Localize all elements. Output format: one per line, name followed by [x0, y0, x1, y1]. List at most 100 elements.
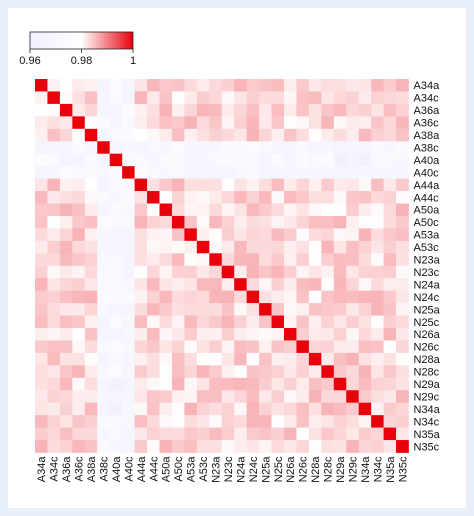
heatmap-cell-N24a-N24a — [234, 278, 247, 291]
heatmap-cell-N26a-N25c — [271, 328, 285, 341]
heatmap-cell-A38a-A40a — [109, 128, 123, 142]
heatmap-cell-A38a-A53c — [196, 128, 210, 142]
heatmap-cell-A36a-N23c — [221, 103, 235, 117]
heatmap-cell-N23c-A53c — [196, 265, 210, 279]
heatmap-cell-N26c-N34a — [358, 340, 372, 354]
heatmap-cell-N23a-N26c — [296, 253, 310, 267]
heatmap-cell-N24c-A40a — [109, 290, 123, 304]
heatmap-cell-N28c-A40a — [109, 365, 123, 379]
heatmap-cell-A44c-A38a — [84, 191, 98, 204]
heatmap-cell-A44a-A53c — [196, 178, 210, 192]
heatmap-cell-N28a-A44a — [134, 352, 148, 366]
heatmap-cell-A50a-N25a — [259, 203, 272, 217]
heatmap-cell-N26c-N29c — [346, 340, 360, 354]
heatmap-cell-A50a-N28c — [321, 203, 335, 217]
heatmap-cell-N34c-N24c — [246, 415, 260, 428]
heatmap-cell-A53a-A36c — [72, 228, 86, 242]
heatmap-cell-A50a-N29a — [333, 203, 347, 217]
heatmap-cell-A50a-N24a — [234, 203, 247, 217]
heatmap-cell-N35a-A44a — [134, 427, 148, 441]
heatmap-cell-A36a-N29c — [346, 103, 360, 117]
heatmap-cell-N35c-N28a — [308, 440, 322, 453]
heatmap-cell-N25c-N24c — [246, 315, 260, 329]
heatmap-cell-N34a-N35a — [383, 402, 397, 416]
heatmap-cell-A44a-A40a — [109, 178, 123, 192]
heatmap-cell-A40a-A53a — [184, 153, 198, 167]
heatmap-cell-A38c-A34c — [47, 141, 61, 155]
heatmap-cell-N35c-N29c — [346, 440, 360, 453]
heatmap-cell-N24c-A50a — [159, 290, 173, 304]
heatmap-cell-A50a-N26c — [296, 203, 310, 217]
heatmap-cell-N29c-N26c — [296, 390, 310, 404]
heatmap-cell-A34a-A50a — [159, 79, 173, 92]
heatmap-cell-N23c-N35a — [383, 265, 397, 279]
heatmap-cell-A50a-A38c — [97, 203, 111, 217]
heatmap-cell-A53c-N24c — [246, 240, 260, 254]
heatmap-cell-N35c-A53a — [184, 440, 198, 453]
heatmap-cell-N35c-A36c — [72, 440, 86, 453]
heatmap-cell-A34a-N35a — [383, 79, 397, 92]
heatmap-cell-N23a-A53c — [196, 253, 210, 267]
heatmap-cell-N24c-A38a — [84, 290, 98, 304]
row-label-N34a: N34a — [414, 404, 441, 416]
heatmap-cell-N23c-N29a — [333, 265, 347, 279]
heatmap-cell-A53a-A34a — [35, 228, 48, 242]
heatmap-cell-N35a-A50a — [159, 427, 173, 441]
heatmap-cell-A36c-A50c — [171, 116, 185, 130]
heatmap-cell-A44c-N23c — [221, 191, 235, 204]
heatmap-cell-N26c-A40a — [109, 340, 123, 354]
column-label-N34c: N34c — [372, 456, 384, 482]
heatmap-cell-N28c-N26a — [284, 365, 297, 379]
heatmap-cell-N28a-A38a — [84, 352, 98, 366]
heatmap-cell-A36c-A36a — [59, 116, 73, 130]
heatmap-cell-A40a-A40c — [122, 153, 135, 167]
heatmap-cell-A34c-A50a — [159, 91, 173, 105]
heatmap-cell-A44a-A44a — [134, 178, 148, 192]
heatmap-cell-N34a-N34a — [358, 402, 372, 416]
heatmap-cell-N35a-A50c — [171, 427, 185, 441]
heatmap-cell-N24a-A53c — [196, 278, 210, 291]
heatmap-cell-N23c-A44a — [134, 265, 148, 279]
heatmap-cell-A34a-N23a — [209, 79, 223, 92]
heatmap-cell-A44a-A38a — [84, 178, 98, 192]
heatmap-cell-N26c-A44c — [147, 340, 160, 354]
row-label-N35a: N35a — [414, 429, 441, 441]
heatmap-cell-N26c-N24a — [234, 340, 247, 354]
heatmap-cell-A34a-N34c — [371, 79, 384, 92]
heatmap-cell-A44c-A34c — [47, 191, 61, 204]
heatmap-cell-A36a-N29a — [333, 103, 347, 117]
heatmap-cell-A50a-A34a — [35, 203, 48, 217]
heatmap-cell-A38c-N25c — [271, 141, 285, 155]
heatmap-cell-A36c-A53c — [196, 116, 210, 130]
heatmap-cell-A36a-A36c — [72, 103, 86, 117]
heatmap-cell-A53a-N24c — [246, 228, 260, 242]
heatmap-cell-A53c-N34a — [358, 240, 372, 254]
heatmap-cell-N24a-A50c — [171, 278, 185, 291]
heatmap-cell-N34a-A50a — [159, 402, 173, 416]
heatmap-cell-N23c-A36a — [59, 265, 73, 279]
heatmap-cell-N35c-A50a — [159, 440, 173, 453]
heatmap-cell-N34a-A40a — [109, 402, 123, 416]
heatmap-cell-N25a-A38c — [97, 303, 111, 316]
heatmap-cell-A36c-A53a — [184, 116, 198, 130]
heatmap-cell-A40c-N35c — [396, 166, 409, 179]
heatmap-cell-N34c-N24a — [234, 415, 247, 428]
heatmap-cell-A40a-N34c — [371, 153, 384, 167]
heatmap-cell-N34a-A38a — [84, 402, 98, 416]
heatmap-cell-N35c-N25a — [259, 440, 272, 453]
heatmap-cell-N29c-N23c — [221, 390, 235, 404]
heatmap-cell-N29a-A50a — [159, 377, 173, 391]
heatmap-cell-A50a-A53a — [184, 203, 198, 217]
heatmap-cell-A38a-N25a — [259, 128, 272, 142]
heatmap-cell-N23a-A34a — [35, 253, 48, 267]
column-label-A44c: A44c — [148, 456, 160, 482]
heatmap-cell-N35c-A44a — [134, 440, 148, 453]
heatmap-cell-A34c-A34c — [47, 91, 61, 105]
heatmap-cell-N24a-N24c — [246, 278, 260, 291]
heatmap-cell-N23a-N29a — [333, 253, 347, 267]
heatmap-cell-N35a-A40c — [122, 427, 135, 441]
heatmap-cell-A36c-N23a — [209, 116, 223, 130]
heatmap-cell-N35a-N35a — [383, 427, 397, 441]
column-label-N26c: N26c — [298, 456, 310, 482]
heatmap-cell-N26c-N26c — [296, 340, 310, 354]
